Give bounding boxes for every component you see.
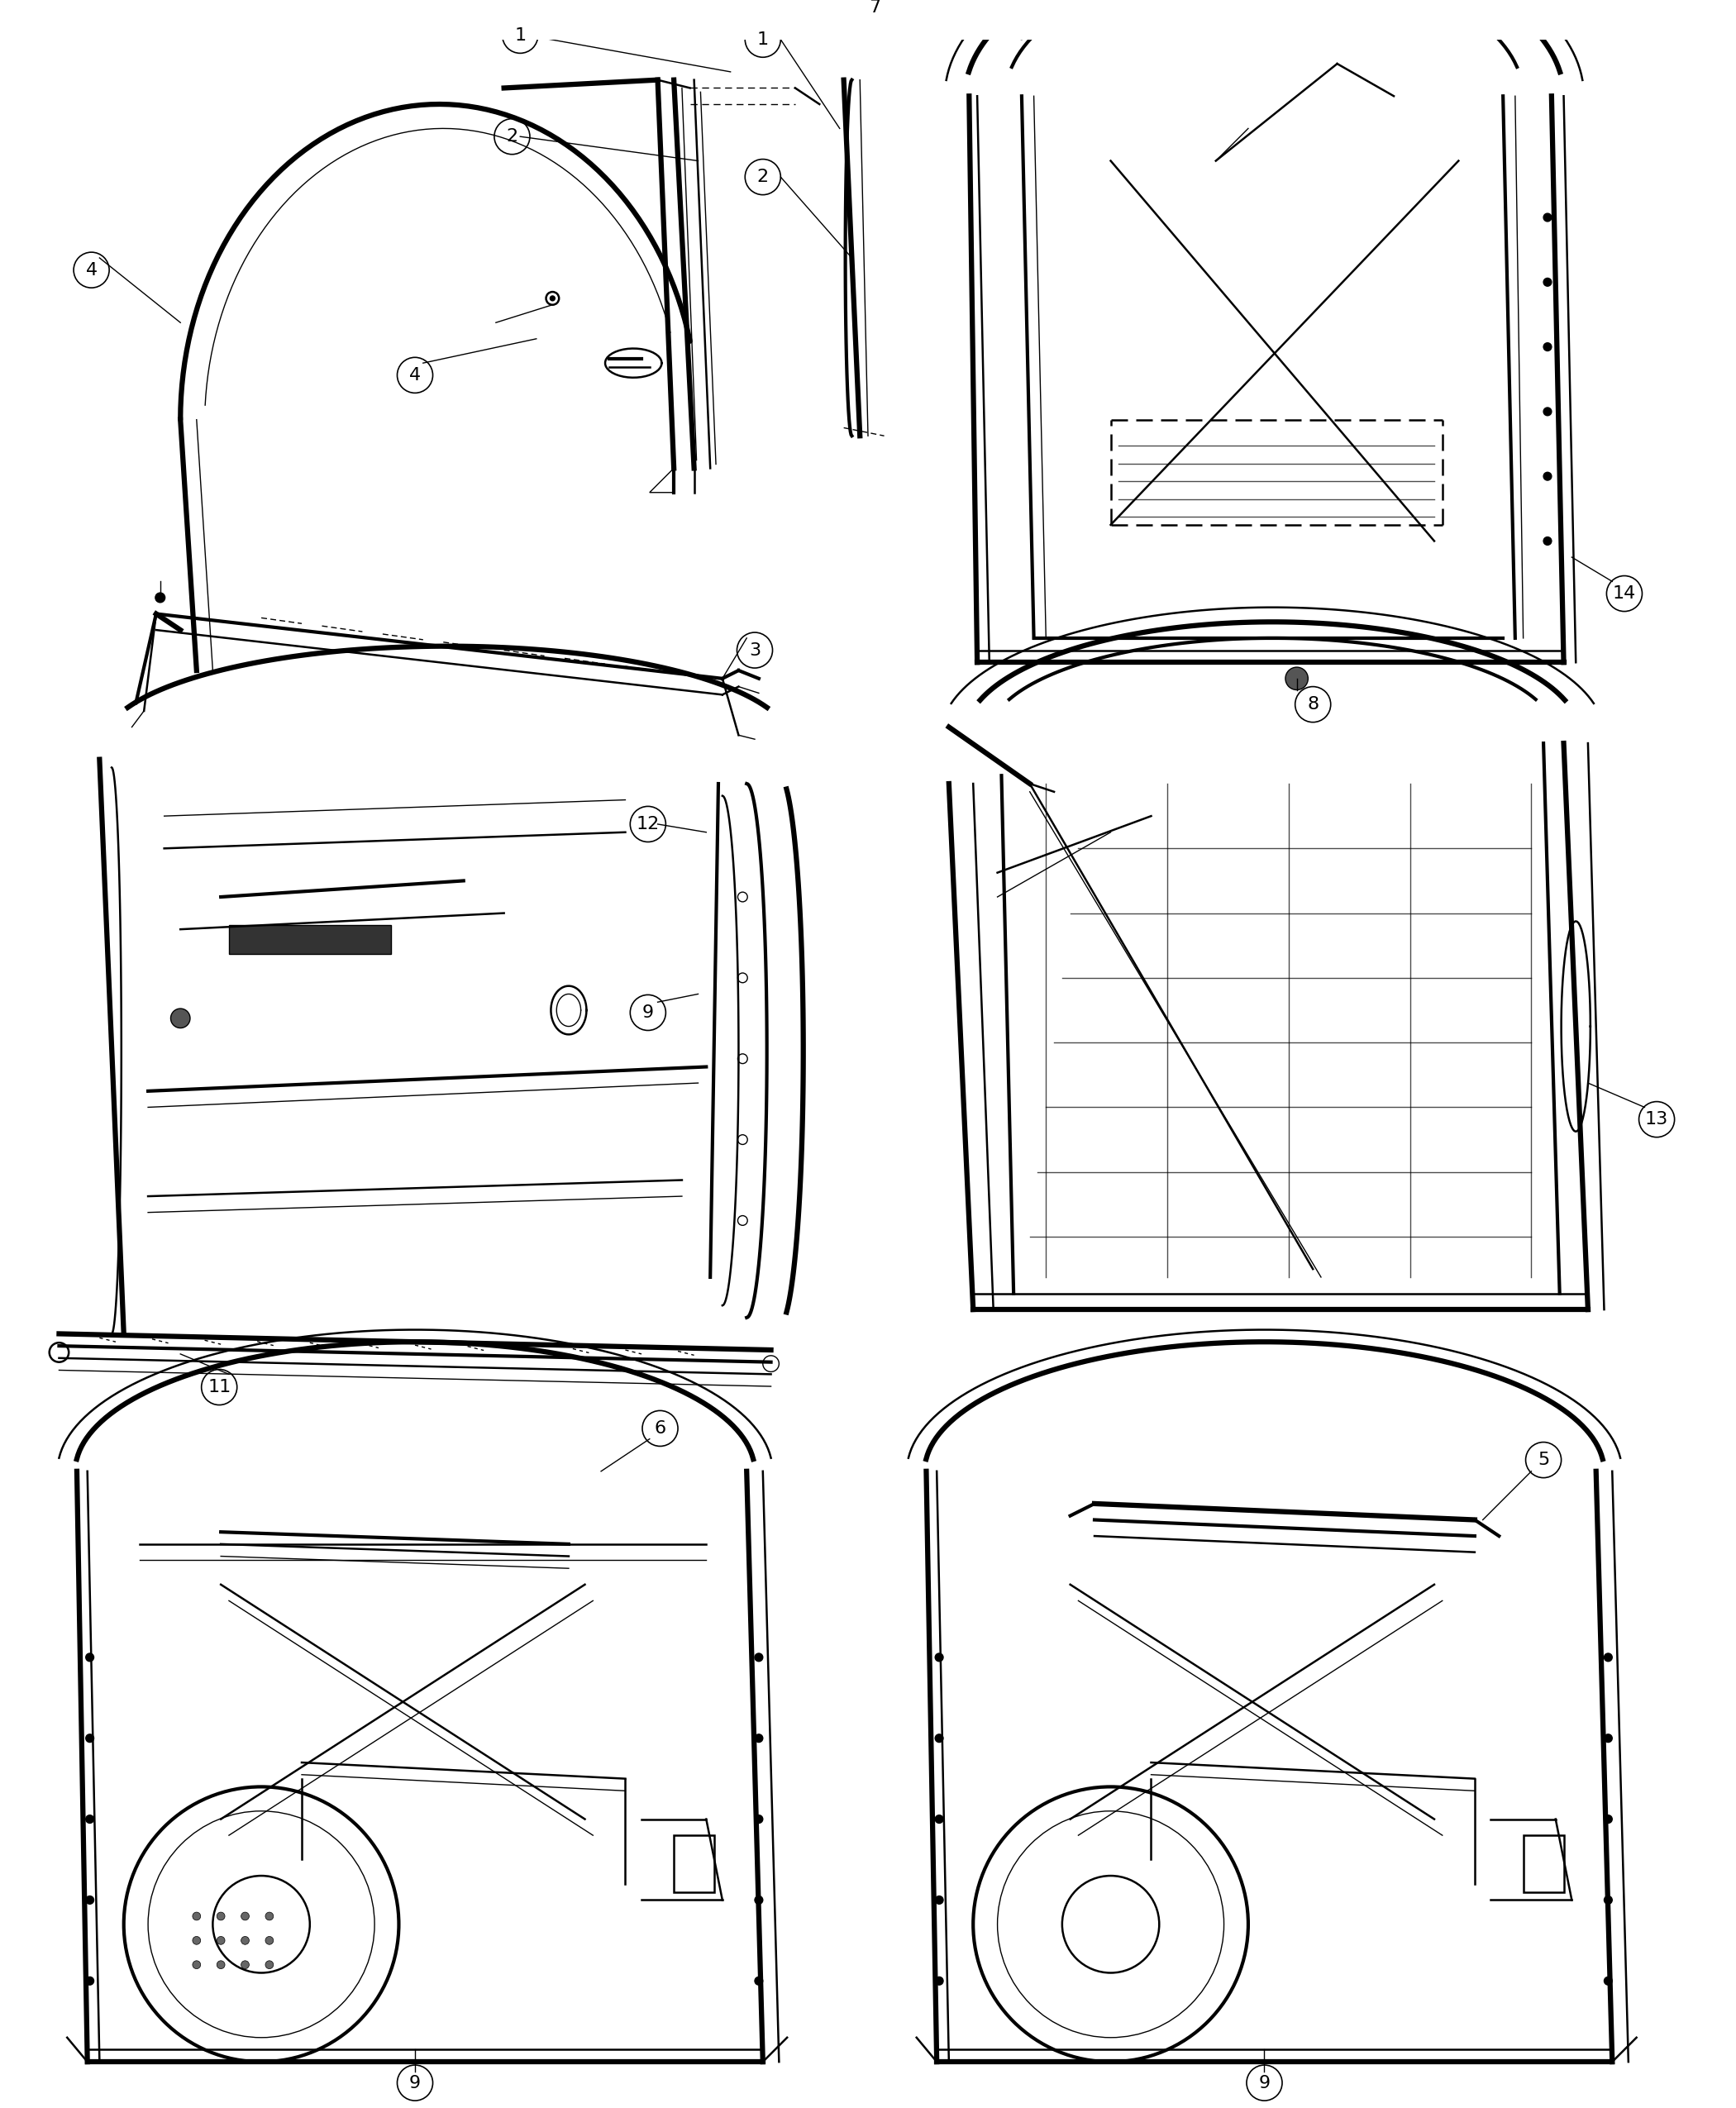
Text: 2: 2 [507, 129, 517, 145]
Text: 8: 8 [1307, 696, 1319, 713]
Circle shape [936, 1653, 943, 1661]
Text: 4: 4 [85, 261, 97, 278]
Circle shape [193, 1960, 201, 1969]
Circle shape [193, 1912, 201, 1920]
Text: 5: 5 [1538, 1452, 1549, 1469]
Text: 1: 1 [514, 27, 526, 44]
Circle shape [1285, 668, 1307, 689]
Text: 12: 12 [637, 816, 660, 833]
Circle shape [755, 1977, 762, 1986]
Circle shape [1543, 472, 1552, 481]
Circle shape [1604, 1977, 1613, 1986]
Circle shape [1604, 1815, 1613, 1823]
Circle shape [936, 1977, 943, 1986]
Text: 9: 9 [1259, 2074, 1271, 2091]
Circle shape [85, 1735, 94, 1743]
Circle shape [936, 1815, 943, 1823]
Circle shape [755, 1735, 762, 1743]
Bar [1522, 1836, 1564, 1893]
Circle shape [936, 1895, 943, 1904]
Circle shape [1604, 1653, 1613, 1661]
Circle shape [217, 1960, 226, 1969]
Circle shape [266, 1912, 274, 1920]
Text: 1: 1 [757, 32, 769, 48]
Text: 9: 9 [410, 2074, 420, 2091]
Text: 13: 13 [1646, 1111, 1668, 1128]
Circle shape [1604, 1735, 1613, 1743]
Circle shape [85, 1815, 94, 1823]
Circle shape [241, 1937, 250, 1944]
Circle shape [266, 1937, 274, 1944]
Text: 7: 7 [868, 0, 880, 15]
Circle shape [755, 1895, 762, 1904]
Circle shape [755, 1815, 762, 1823]
Circle shape [217, 1912, 226, 1920]
Polygon shape [649, 468, 674, 493]
Circle shape [550, 295, 556, 301]
Circle shape [1543, 407, 1552, 415]
Text: 2: 2 [757, 169, 769, 186]
Circle shape [170, 1008, 191, 1029]
Text: 14: 14 [1613, 586, 1635, 603]
Circle shape [266, 1960, 274, 1969]
Text: 11: 11 [208, 1379, 231, 1395]
Bar [674, 1836, 713, 1893]
Circle shape [217, 1937, 226, 1944]
Circle shape [755, 1653, 762, 1661]
Circle shape [936, 1735, 943, 1743]
Circle shape [241, 1960, 250, 1969]
Circle shape [1543, 538, 1552, 546]
Circle shape [1543, 344, 1552, 350]
Text: 3: 3 [748, 643, 760, 658]
Bar [229, 925, 391, 953]
Circle shape [193, 1937, 201, 1944]
Circle shape [85, 1977, 94, 1986]
Text: 6: 6 [654, 1421, 667, 1438]
Circle shape [1604, 1895, 1613, 1904]
Circle shape [241, 1912, 250, 1920]
Circle shape [1543, 213, 1552, 221]
Circle shape [155, 592, 165, 603]
Circle shape [1543, 278, 1552, 287]
Text: 9: 9 [642, 1003, 654, 1020]
Circle shape [85, 1653, 94, 1661]
Text: 4: 4 [410, 367, 420, 384]
Circle shape [85, 1895, 94, 1904]
